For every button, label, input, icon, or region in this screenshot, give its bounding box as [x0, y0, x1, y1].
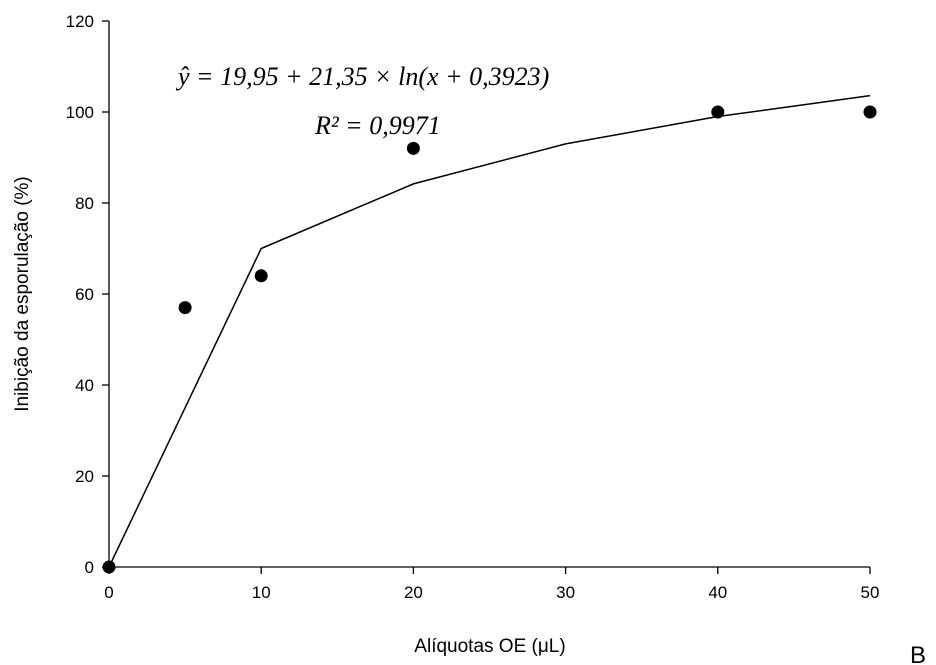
axes: [108, 21, 870, 568]
y-tick-label: 20: [75, 467, 94, 486]
data-point: [254, 269, 268, 283]
y-tick-label: 100: [66, 103, 94, 122]
x-tick-label: 10: [252, 583, 271, 602]
data-point: [406, 141, 420, 155]
y-axis-label: Inibição da esporulação (%): [12, 176, 33, 412]
x-tick-label: 40: [708, 583, 727, 602]
x-axis-label: Alíquotas OE (μL): [414, 636, 565, 657]
plot-area: [102, 94, 877, 574]
regression-line: [108, 94, 871, 568]
y-tick-label: 40: [75, 376, 94, 395]
x-tick-label: 30: [556, 583, 575, 602]
y-tick-label: 60: [75, 285, 94, 304]
panel-letter: B: [910, 642, 926, 665]
data-point: [711, 105, 725, 119]
r-squared-label: R² = 0,9971: [314, 111, 441, 140]
x-tick-label: 0: [104, 583, 113, 602]
y-tick-label: 120: [66, 12, 94, 31]
ticks: 0 10 20 30 40 50 0 20 40 60 80 100 120: [66, 12, 880, 602]
data-point: [178, 301, 192, 315]
x-tick-label: 20: [404, 583, 423, 602]
regression-equation: ŷ = 19,95 + 21,35 × ln(x + 0,3923): [175, 62, 549, 91]
data-point: [863, 105, 877, 119]
x-tick-label: 50: [861, 583, 880, 602]
y-tick-label: 0: [85, 558, 94, 577]
y-tick-label: 80: [75, 194, 94, 213]
